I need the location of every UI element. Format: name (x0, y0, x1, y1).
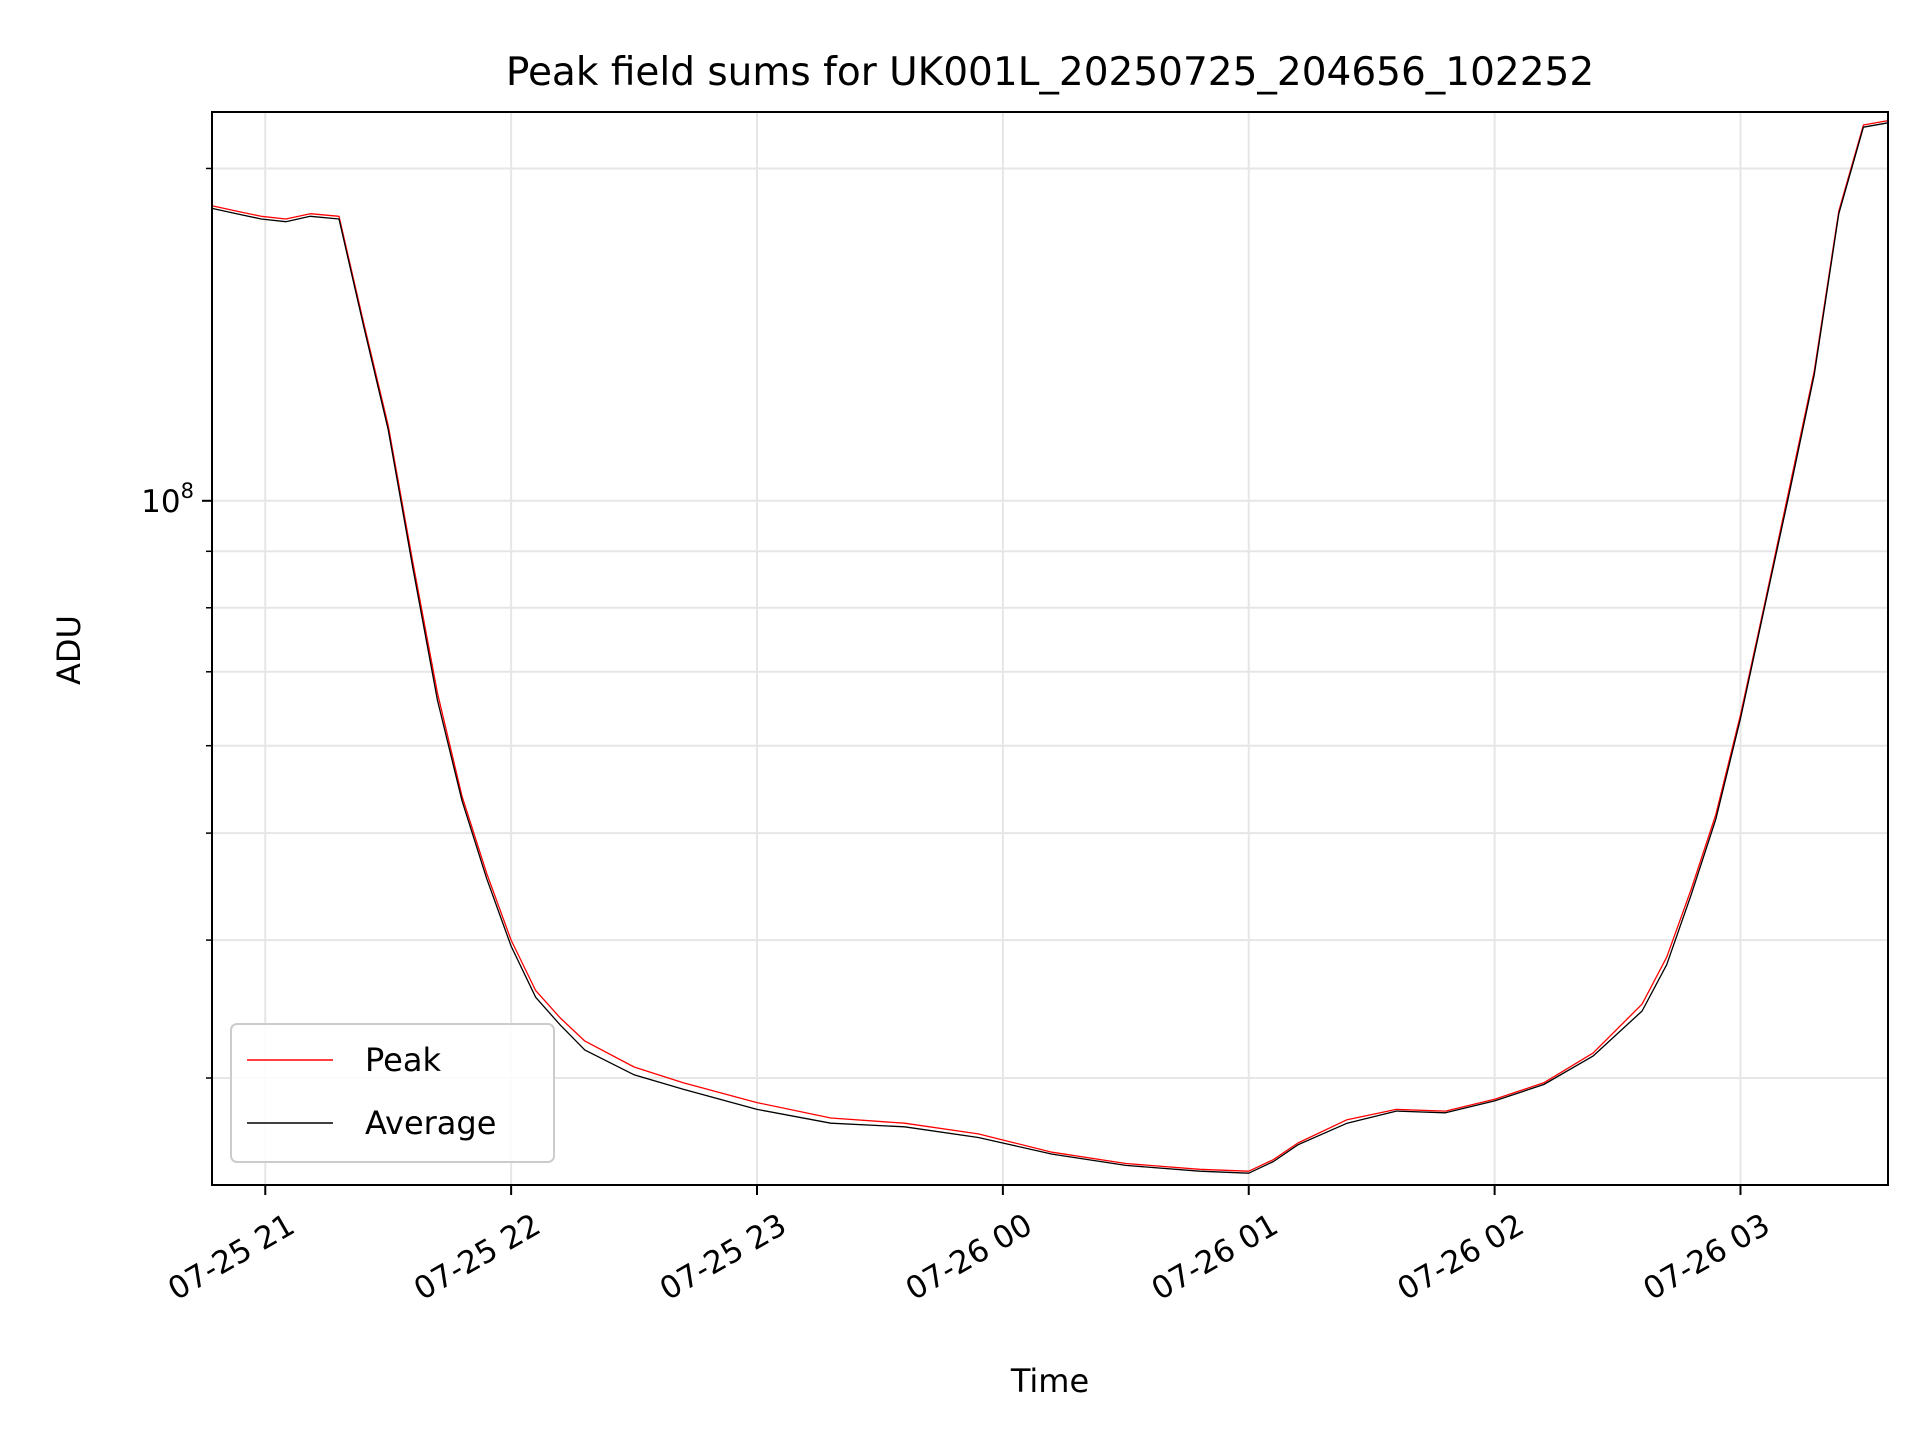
plot-area-frame (211, 111, 1889, 1186)
legend: Peak Average (230, 1023, 555, 1163)
series-line-peak (211, 119, 1889, 1172)
plot-series (211, 119, 1889, 1174)
x-axis-label: Time (1010, 1362, 1089, 1400)
legend-label-peak: Peak (365, 1041, 441, 1079)
legend-box (230, 1023, 555, 1163)
legend-label-average: Average (365, 1104, 496, 1142)
series-line-average (211, 122, 1889, 1174)
chart-title: Peak field sums for UK001L_20250725_2046… (506, 50, 1594, 95)
y-axis-label: ADU (50, 615, 88, 685)
y-tick-label: 108 (141, 479, 194, 520)
